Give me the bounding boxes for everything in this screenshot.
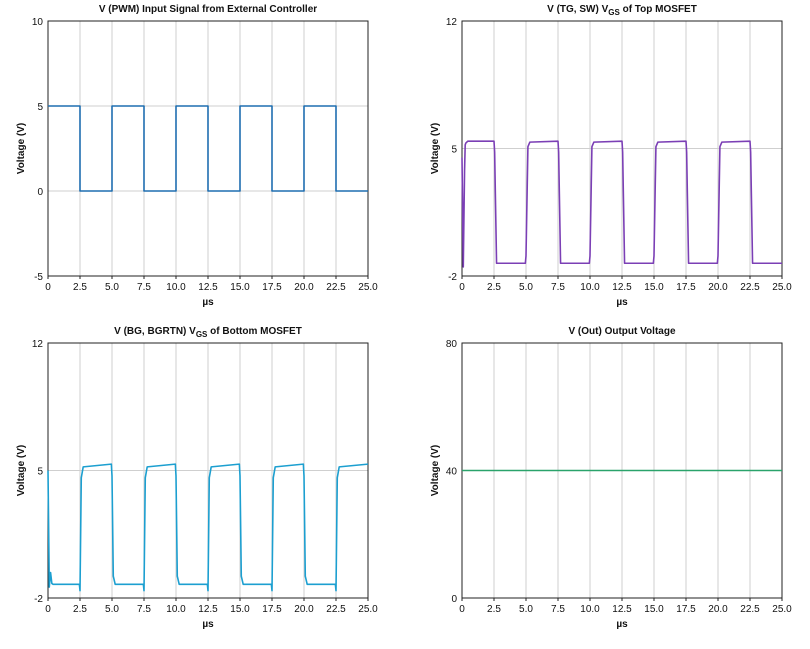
- x-tick-label: 20.0: [294, 282, 314, 293]
- x-tick-label: 22.5: [326, 604, 346, 615]
- x-tick-label: 25.0: [358, 604, 378, 615]
- x-tick-label: 7.5: [137, 604, 151, 615]
- y-tick-label: 80: [446, 339, 458, 350]
- x-axis-label: µs: [616, 619, 628, 630]
- y-tick-label: -5: [34, 272, 43, 283]
- x-tick-label: 5.0: [105, 282, 119, 293]
- x-tick-label: 25.0: [358, 282, 378, 293]
- y-tick-label: 5: [37, 102, 43, 113]
- chart-panel: 0 2.5 5.0 7.5 10.0 12.5 15.0 17.5 20.0 22.5 25.0 -5…: [16, 4, 378, 308]
- x-tick-label: 15.0: [644, 282, 664, 293]
- y-axis-label: Voltage (V): [16, 123, 27, 174]
- x-tick-label: 10.0: [580, 604, 600, 615]
- x-tick-label: 10.0: [166, 604, 186, 615]
- y-tick-label: 0: [37, 187, 43, 198]
- x-tick-label: 15.0: [230, 604, 250, 615]
- x-tick-label: 5.0: [519, 604, 533, 615]
- x-tick-label: 12.5: [198, 282, 218, 293]
- x-tick-label: 2.5: [487, 604, 501, 615]
- y-tick-label: -2: [448, 272, 457, 283]
- x-tick-label: 5.0: [105, 604, 119, 615]
- series-line: [48, 106, 368, 191]
- x-tick-label: 5.0: [519, 282, 533, 293]
- x-tick-label: 0: [45, 604, 51, 615]
- y-axis-label: Voltage (V): [16, 445, 27, 496]
- x-tick-label: 7.5: [551, 604, 565, 615]
- x-tick-label: 2.5: [487, 282, 501, 293]
- x-tick-label: 15.0: [230, 282, 250, 293]
- y-tick-label: 5: [451, 145, 457, 156]
- x-axis-label: µs: [202, 297, 214, 308]
- x-tick-label: 22.5: [740, 604, 760, 615]
- x-tick-label: 0: [459, 282, 465, 293]
- x-axis-label: µs: [616, 297, 628, 308]
- x-tick-label: 20.0: [294, 604, 314, 615]
- x-tick-label: 17.5: [262, 282, 282, 293]
- x-tick-label: 12.5: [198, 604, 218, 615]
- x-tick-label: 22.5: [326, 282, 346, 293]
- x-tick-label: 7.5: [551, 282, 565, 293]
- y-axis-label: Voltage (V): [430, 123, 441, 174]
- x-tick-label: 10.0: [166, 282, 186, 293]
- y-tick-label: 40: [446, 467, 458, 478]
- y-tick-label: 5: [37, 467, 43, 478]
- x-tick-label: 12.5: [612, 282, 632, 293]
- x-axis-label: µs: [202, 619, 214, 630]
- chart-panel: 0 2.5 5.0 7.5 10.0 12.5 15.0 17.5 20.0 22.5 25.0 -2…: [16, 326, 378, 630]
- y-tick-label: 10: [32, 17, 44, 28]
- y-axis-label: Voltage (V): [430, 445, 441, 496]
- chart-panel: 0 2.5 5.0 7.5 10.0 12.5 15.0 17.5 20.0 22.5 25.0 -2…: [430, 4, 792, 308]
- chart-title: V (BG, BGRTN) VGS of Bottom MOSFET: [114, 326, 302, 339]
- y-tick-label: 12: [32, 339, 44, 350]
- x-tick-label: 0: [45, 282, 51, 293]
- y-tick-label: -2: [34, 594, 43, 605]
- x-tick-label: 0: [459, 604, 465, 615]
- x-tick-label: 20.0: [708, 604, 728, 615]
- x-tick-label: 17.5: [262, 604, 282, 615]
- chart-title: V (PWM) Input Signal from External Contr…: [99, 4, 317, 15]
- chart-title: V (Out) Output Voltage: [568, 326, 675, 337]
- x-tick-label: 10.0: [580, 282, 600, 293]
- x-tick-label: 22.5: [740, 282, 760, 293]
- x-tick-label: 17.5: [676, 604, 696, 615]
- x-tick-label: 2.5: [73, 282, 87, 293]
- x-tick-label: 25.0: [772, 604, 792, 615]
- chart-panel: 0 2.5 5.0 7.5 10.0 12.5 15.0 17.5 20.0 22.5 25.0 0 4…: [430, 326, 792, 630]
- x-tick-label: 7.5: [137, 282, 151, 293]
- x-tick-label: 20.0: [708, 282, 728, 293]
- y-tick-label: 12: [446, 17, 458, 28]
- x-tick-label: 12.5: [612, 604, 632, 615]
- y-tick-label: 0: [451, 594, 457, 605]
- chart-title: V (TG, SW) VGS of Top MOSFET: [547, 4, 697, 17]
- x-tick-label: 25.0: [772, 282, 792, 293]
- x-tick-label: 17.5: [676, 282, 696, 293]
- x-tick-label: 2.5: [73, 604, 87, 615]
- x-tick-label: 15.0: [644, 604, 664, 615]
